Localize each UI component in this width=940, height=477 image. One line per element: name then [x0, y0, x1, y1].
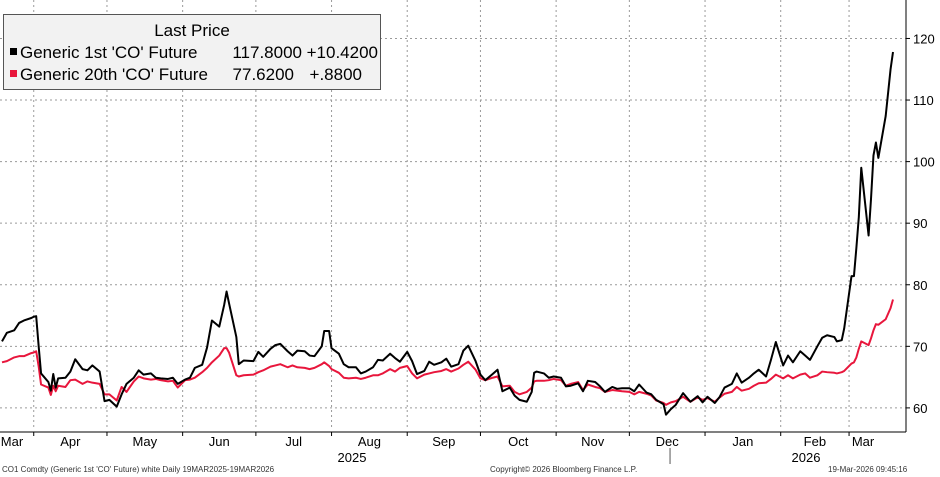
- y-tick-label: 70: [913, 339, 927, 354]
- x-tick-label: Dec: [656, 434, 680, 449]
- x-tick-label: Oct: [508, 434, 529, 449]
- y-tick-label: 60: [913, 401, 927, 416]
- x-tick-label: Jan: [732, 434, 753, 449]
- legend-change-value: +10.4200: [306, 43, 378, 62]
- x-tick-label: May: [133, 434, 158, 449]
- legend-name: Generic 1st 'CO' Future: [20, 43, 198, 62]
- x-tick-label: Aug: [358, 434, 381, 449]
- x-tick-label: Jul: [285, 434, 302, 449]
- x-year-label: 2025: [338, 450, 367, 465]
- y-tick-label: 110: [913, 93, 934, 108]
- x-axis-bottom: Mar Apr May Jun Jul Aug Sep Oct Nov Dec Jan Feb Mar 2…: [0, 431, 906, 465]
- y-tick-label: 80: [913, 278, 927, 293]
- legend-last-value: 77.6200: [232, 65, 294, 84]
- legend-name: Generic 20th 'CO' Future: [20, 65, 208, 84]
- legend-last-value: 117.8000: [232, 43, 302, 62]
- x-tick-label: Jun: [209, 434, 230, 449]
- y-tick-label: 120: [913, 31, 935, 46]
- x-tick-label: Mar: [852, 434, 875, 449]
- legend-title: Last Price: [154, 21, 230, 40]
- series-line-20th-co-future: [1, 299, 894, 406]
- legend-change-value: +.8800: [309, 65, 362, 84]
- legend-entry-1st: Generic 1st 'CO' Future 117.8000 +10.4200: [10, 43, 378, 63]
- x-tick-label: Mar: [1, 434, 24, 449]
- legend: Last Price Generic 1st 'CO' Future 117.80…: [3, 14, 381, 90]
- footer-copyright: Copyright© 2026 Bloomberg Finance L.P.: [490, 465, 638, 474]
- footer-security-info: CO1 Comdty (Generic 1st 'CO' Future) whi…: [2, 465, 275, 474]
- x-tick-label: Nov: [581, 434, 605, 449]
- legend-entry-20th: Generic 20th 'CO' Future 77.6200 +.8800: [10, 65, 362, 85]
- x-tick-label: Apr: [60, 434, 81, 449]
- x-tick-label: Sep: [432, 434, 455, 449]
- x-tick-label: Feb: [804, 434, 826, 449]
- series-layer: [1, 51, 894, 416]
- series-line-1st-co-future: [1, 51, 894, 416]
- x-year-label: 2026: [792, 450, 821, 465]
- footer-timestamp: 19-Mar-2026 09:45:16: [828, 465, 908, 474]
- y-axis-right: 60 70 80 90 100 110 120: [905, 0, 935, 432]
- y-tick-label: 90: [913, 216, 927, 231]
- legend-swatch-black: [10, 48, 17, 56]
- y-tick-label: 100: [913, 155, 935, 170]
- grid-horizontal: [0, 37, 906, 409]
- legend-swatch-red: [10, 70, 17, 78]
